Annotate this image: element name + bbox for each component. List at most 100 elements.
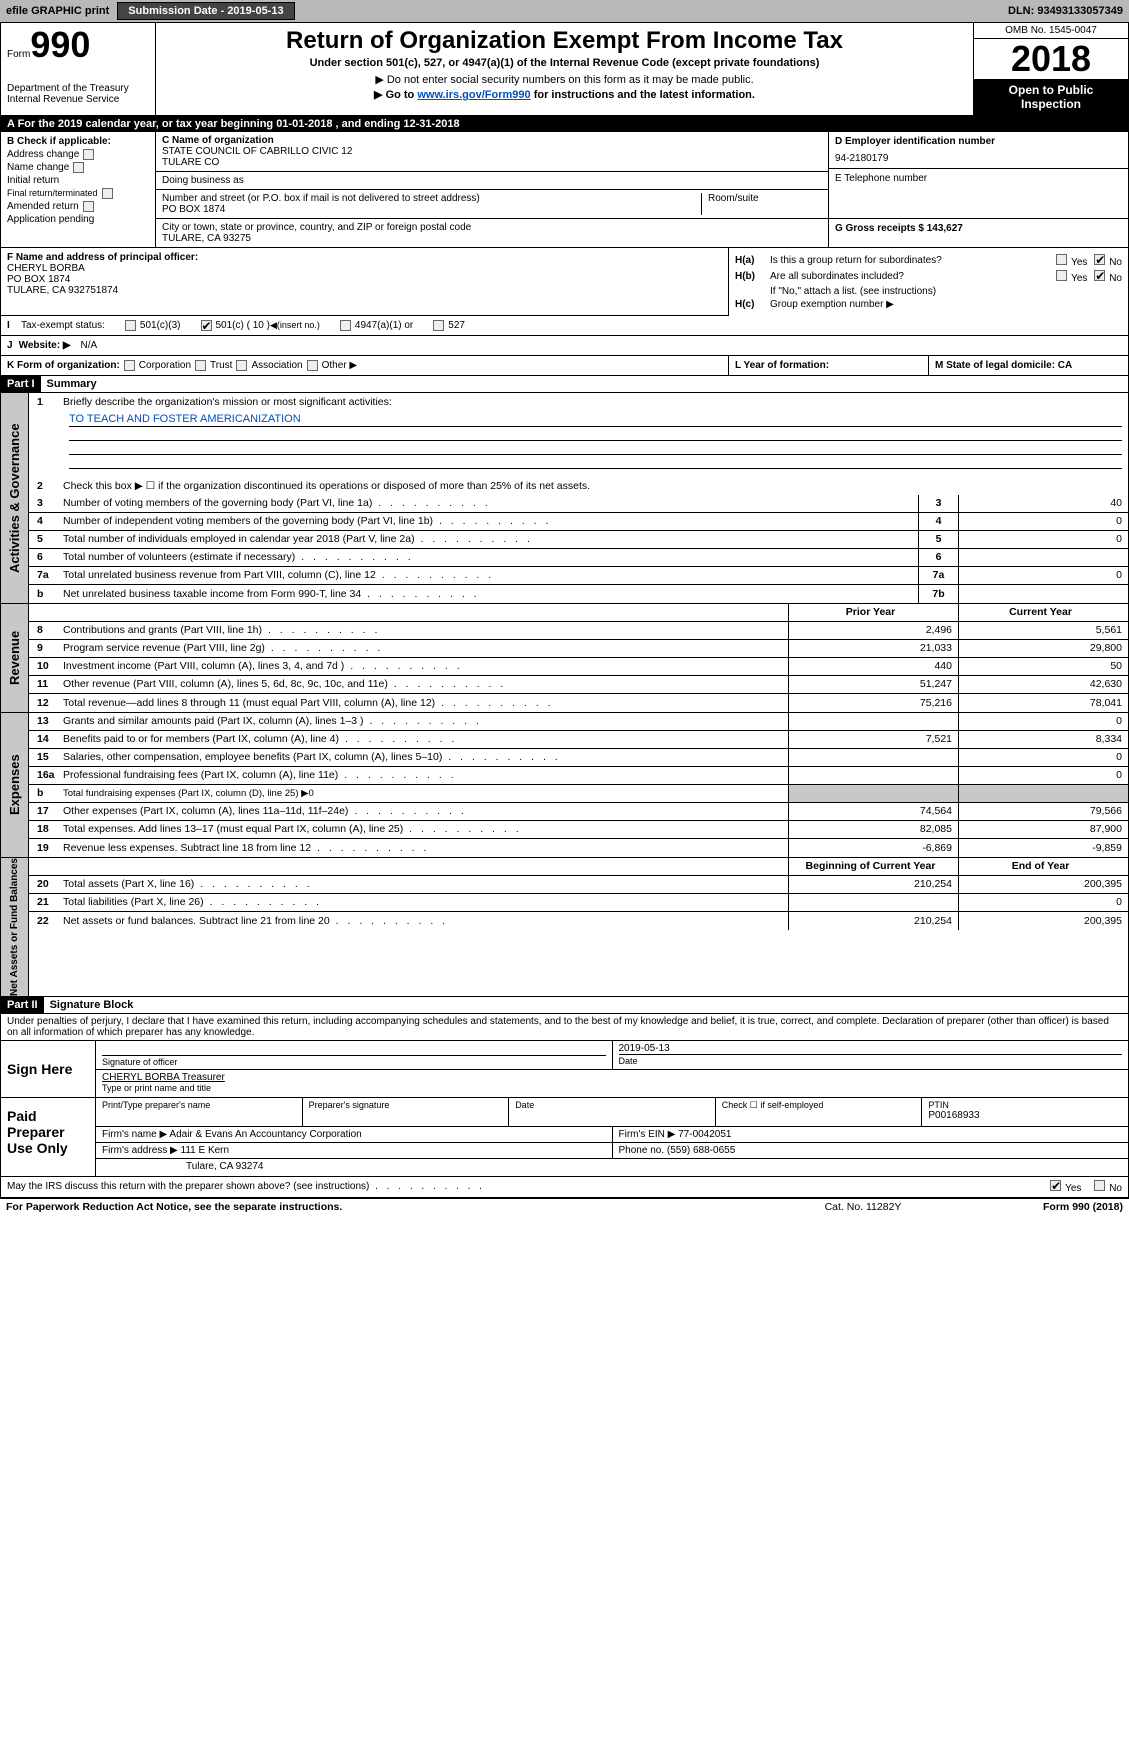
no-label: No [1109,273,1122,284]
line-value: 0 [958,513,1128,530]
current-value: 50 [958,658,1128,675]
efile-label: efile GRAPHIC print [6,5,109,17]
discuss-yesno: Yes No [1046,1180,1122,1194]
sign-here-row: Sign Here Signature of officer 2019-05-1… [1,1040,1128,1097]
k-label: K Form of organization: [7,360,120,371]
yes-label: Yes [1071,273,1087,284]
checkbox-icon[interactable] [73,162,84,173]
line-text: Contributions and grants (Part VIII, lin… [59,622,788,638]
subtitle-1: Under section 501(c), 527, or 4947(a)(1)… [162,57,967,69]
current-year-header: Current Year [958,604,1128,621]
governance-side-label: Activities & Governance [1,393,29,603]
checkbox-icon[interactable] [201,320,212,331]
governance-body: 1 Briefly describe the organization's mi… [29,393,1128,603]
section-fgh: F Name and address of principal officer:… [1,248,1128,316]
self-employed-check: Check ☐ if self-employed [716,1098,923,1126]
prior-value: 51,247 [788,676,958,693]
checkbox-icon[interactable] [83,149,94,160]
open-to-public: Open to Public Inspection [974,79,1128,115]
chk-label: Application pending [7,214,94,225]
blank [59,864,788,868]
hb-note: If "No," attach a list. (see instruction… [735,286,1122,297]
expense-line: 19 Revenue less expenses. Subtract line … [29,839,1128,857]
current-value: 87,900 [958,821,1128,838]
line-num: b [29,787,59,799]
hb-text: Are all subordinates included? [770,271,904,282]
name-title-label: Type or print name and title [102,1083,1122,1093]
subtitle-3: ▶ Go to www.irs.gov/Form990 for instruct… [162,88,967,101]
firm-addr2: Tulare, CA 93274 [96,1159,1128,1174]
row-i: I Tax-exempt status: 501(c)(3) 501(c) ( … [1,316,1128,336]
checkbox-icon[interactable] [1094,270,1105,281]
ha-yesno: Yes No [1052,254,1122,268]
checkbox-icon[interactable] [102,188,113,199]
line-text: Salaries, other compensation, employee b… [59,749,788,765]
checkbox-icon[interactable] [1056,270,1067,281]
checkbox-icon[interactable] [195,360,206,371]
current-value: 78,041 [958,694,1128,712]
revenue-line: 11 Other revenue (Part VIII, column (A),… [29,676,1128,694]
revenue-line: 9 Program service revenue (Part VIII, li… [29,640,1128,658]
department-label: Department of the Treasury Internal Reve… [7,83,149,105]
efile-header-bar: efile GRAPHIC print Submission Date - 20… [0,0,1129,22]
prior-value [788,785,958,802]
expense-line: 14 Benefits paid to or for members (Part… [29,731,1128,749]
gov-line: 6 Total number of volunteers (estimate i… [29,549,1128,567]
current-value: 0 [958,713,1128,730]
assoc-option: Association [251,360,302,371]
prep-sig-cell: Preparer's signature [303,1098,510,1126]
current-value: 42,630 [958,676,1128,693]
checkbox-icon[interactable] [83,201,94,212]
h-a-line: H(a) Is this a group return for subordin… [735,254,1122,268]
checkbox-icon[interactable] [124,360,135,371]
gross-receipts: G Gross receipts $ 143,627 [835,223,1122,234]
ha-text: Is this a group return for subordinates? [770,255,942,266]
expense-line: 17 Other expenses (Part IX, column (A), … [29,803,1128,821]
line-text: Total assets (Part X, line 16) [59,876,788,892]
checkbox-icon[interactable] [236,360,247,371]
expense-line: 16a Professional fundraising fees (Part … [29,767,1128,785]
signature-block: Under penalties of perjury, I declare th… [1,1014,1128,1098]
chk-label: Name change [7,162,69,173]
line-num: 8 [29,624,59,636]
current-value: -9,859 [958,839,1128,857]
section-h: H(a) Is this a group return for subordin… [728,248,1128,316]
checkbox-icon[interactable] [1050,1180,1061,1191]
row-l: L Year of formation: [728,356,928,375]
checkbox-icon[interactable] [1094,254,1105,265]
form990-link[interactable]: www.irs.gov/Form990 [417,89,530,101]
prep-sig-label: Preparer's signature [309,1100,503,1110]
line-text: Other revenue (Part VIII, column (A), li… [59,676,788,692]
expense-line: b Total fundraising expenses (Part IX, c… [29,785,1128,803]
checkbox-icon[interactable] [1094,1180,1105,1191]
governance-section: Activities & Governance 1 Briefly descri… [1,393,1128,604]
page-footer: For Paperwork Reduction Act Notice, see … [0,1199,1129,1215]
expense-line: 18 Total expenses. Add lines 13–17 (must… [29,821,1128,839]
part1-header-row: Part I Summary [1,376,1128,393]
chk-address-change: Address change [7,149,149,160]
prior-value: 2,496 [788,622,958,639]
mission-text: TO TEACH AND FOSTER AMERICANIZATION [69,413,1122,427]
blank [59,610,788,614]
line-text: Total number of individuals employed in … [59,531,918,547]
checkbox-icon[interactable] [307,360,318,371]
checkbox-icon[interactable] [1056,254,1067,265]
officer-name-value: CHERYL BORBA Treasurer [102,1072,1122,1083]
firm-name-value: Adair & Evans An Accountancy Corporation [169,1129,361,1140]
firm-name-line: Firm's name ▶ Adair & Evans An Accountan… [96,1127,1128,1143]
submission-date-button[interactable]: Submission Date - 2019-05-13 [117,2,294,20]
beginning-value [788,894,958,911]
officer-addr2: TULARE, CA 932751874 [7,285,722,296]
row-a-text: A For the 2019 calendar year, or tax yea… [7,118,460,130]
yes-label: Yes [1071,257,1087,268]
row-m: M State of legal domicile: CA [928,356,1128,375]
i-label: I [7,320,10,331]
chk-label: Final return/terminated [7,188,98,198]
gov-line: 3 Number of voting members of the govern… [29,495,1128,513]
netassets-section: Net Assets or Fund Balances Beginning of… [1,858,1128,997]
checkbox-icon[interactable] [340,320,351,331]
checkbox-icon[interactable] [125,320,136,331]
line-value: 0 [958,531,1128,548]
prior-value: 74,564 [788,803,958,820]
checkbox-icon[interactable] [433,320,444,331]
